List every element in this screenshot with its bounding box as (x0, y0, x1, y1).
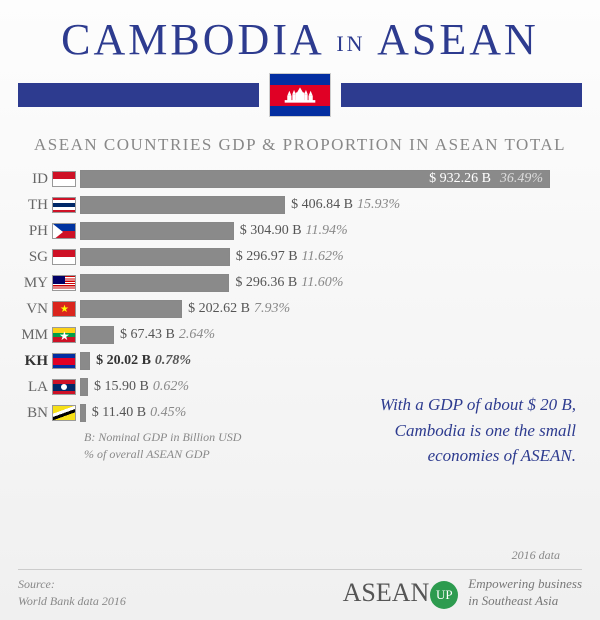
bar-row-sg: SG $ 296.97 B 11.62% (18, 245, 582, 269)
bar-value: $ 67.43 B (120, 327, 175, 343)
legend-line-2: % of overall ASEAN GDP (84, 447, 210, 461)
gdp-bar-chart: ID 36.49% $ 932.26 B TH $ 406.84 B 15.93… (18, 167, 582, 425)
logo-area: ASEANUP Empowering business in Southeast… (343, 576, 582, 610)
bar-area: $ 296.36 B 11.60% (80, 274, 582, 292)
aseanup-logo: ASEANUP (343, 578, 459, 609)
bar-pct: 0.45% (150, 405, 186, 421)
angkor-wat-icon (283, 85, 317, 105)
bar-area: $ 20.02 B 0.78% (80, 352, 582, 370)
bar-pct: 11.62% (302, 249, 344, 265)
flag-ph-icon (52, 223, 76, 239)
cambodia-flag (269, 73, 331, 117)
title-word-3: ASEAN (377, 15, 539, 64)
banner-stripe-right (341, 83, 582, 107)
country-code: MY (18, 275, 52, 292)
bar-pct: 11.94% (306, 223, 348, 239)
country-code: SG (18, 249, 52, 266)
bar-row-th: TH $ 406.84 B 15.93% (18, 193, 582, 217)
country-code: KH (18, 353, 52, 370)
flag-mm-icon: ★ (52, 327, 76, 343)
bar-row-mm: MM ★ $ 67.43 B 2.64% (18, 323, 582, 347)
bar-pct: 7.93% (254, 301, 290, 317)
bar-row-id: ID 36.49% $ 932.26 B (18, 167, 582, 191)
bar-area: $ 304.90 B 11.94% (80, 222, 582, 240)
bar (80, 222, 234, 240)
bar-area: 36.49% $ 932.26 B (80, 170, 582, 188)
bar-value: $ 296.36 B (235, 275, 297, 291)
bar (80, 404, 86, 422)
bar-value: $ 296.97 B (236, 249, 298, 265)
footer: 2016 data Source: World Bank data 2016 A… (18, 569, 582, 610)
title-word-1: CAMBODIA (61, 15, 322, 64)
flag-th-icon (52, 197, 76, 213)
source-credit: Source: World Bank data 2016 (18, 576, 343, 610)
bar: 36.49% $ 932.26 B (80, 170, 550, 188)
callout-text: With a GDP of about $ 20 B, Cambodia is … (366, 392, 576, 469)
main-title: CAMBODIA IN ASEAN (18, 14, 582, 65)
country-code: LA (18, 379, 52, 396)
flag-vn-icon: ★ (52, 301, 76, 317)
bar (80, 326, 114, 344)
bar-pct: 0.62% (153, 379, 189, 395)
title-word-2: IN (336, 31, 365, 56)
bar (80, 196, 285, 214)
bar (80, 248, 230, 266)
bar-area: $ 202.62 B 7.93% (80, 300, 582, 318)
flag-bn-icon (52, 405, 76, 421)
country-code: TH (18, 197, 52, 214)
flag-la-icon (52, 379, 76, 395)
banner-stripe-left (18, 83, 259, 107)
bar-pct: 36.49% (500, 171, 543, 187)
bar-row-vn: VN ★ $ 202.62 B 7.93% (18, 297, 582, 321)
flag-sg-icon (52, 249, 76, 265)
bar (80, 274, 229, 292)
country-code: PH (18, 223, 52, 240)
flag-my-icon (52, 275, 76, 291)
bar-row-kh: KH $ 20.02 B 0.78% (18, 349, 582, 373)
logo-tagline: Empowering business in Southeast Asia (468, 576, 582, 610)
bar-row-my: MY $ 296.36 B 11.60% (18, 271, 582, 295)
infographic-root: CAMBODIA IN ASEAN (0, 0, 600, 620)
flag-id-icon (52, 171, 76, 187)
title-banner (18, 73, 582, 117)
bar-row-ph: PH $ 304.90 B 11.94% (18, 219, 582, 243)
country-code: ID (18, 171, 52, 188)
bar-area: $ 67.43 B 2.64% (80, 326, 582, 344)
bar-value: $ 406.84 B (291, 197, 353, 213)
flag-kh-icon (52, 353, 76, 369)
bar-value: $ 304.90 B (240, 223, 302, 239)
bar-value: $ 20.02 B (96, 353, 151, 369)
bar (80, 352, 90, 370)
chart-subtitle: ASEAN COUNTRIES GDP & PROPORTION IN ASEA… (18, 135, 582, 155)
legend-line-1: B: Nominal GDP in Billion USD (84, 430, 241, 444)
country-code: BN (18, 405, 52, 422)
bar (80, 300, 182, 318)
bar-value: $ 11.40 B (92, 405, 146, 421)
bar-pct: 0.78% (155, 353, 191, 369)
bar (80, 378, 88, 396)
bar-value: $ 932.26 B (429, 171, 491, 187)
bar-area: $ 296.97 B 11.62% (80, 248, 582, 266)
bar-pct: 15.93% (357, 197, 400, 213)
bar-pct: 2.64% (179, 327, 215, 343)
bar-value: $ 15.90 B (94, 379, 149, 395)
country-code: MM (18, 327, 52, 344)
bar-area: $ 406.84 B 15.93% (80, 196, 582, 214)
bar-pct: 11.60% (301, 275, 343, 291)
bar-value: $ 202.62 B (188, 301, 250, 317)
year-note: 2016 data (512, 548, 560, 563)
country-code: VN (18, 301, 52, 318)
